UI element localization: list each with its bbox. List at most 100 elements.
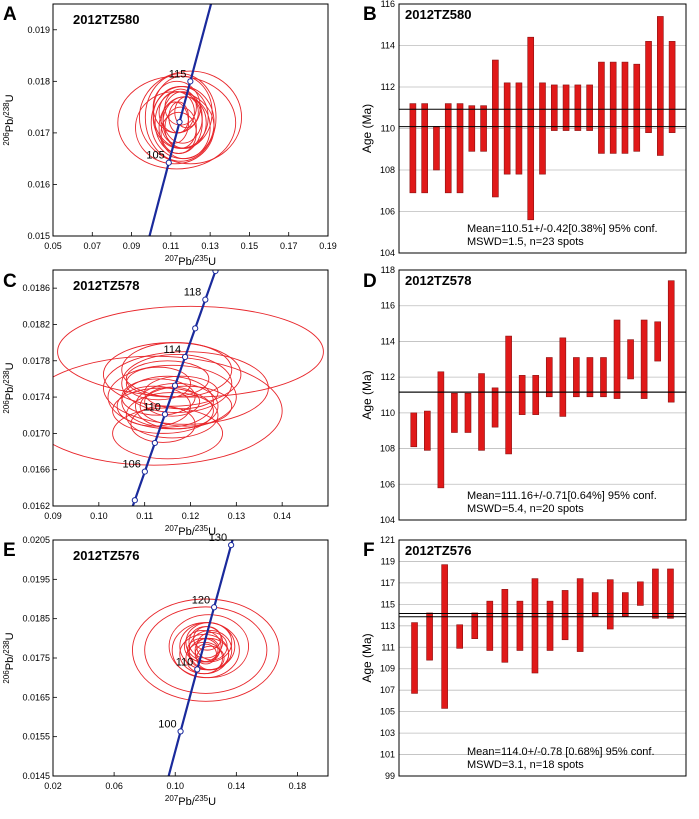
age-bar bbox=[492, 59, 499, 198]
age-marker bbox=[194, 666, 201, 673]
y-axis-label: 206Pb/238U bbox=[2, 94, 17, 145]
x-tick-label: 0.09 bbox=[123, 241, 141, 251]
y-tick-label: 0.0155 bbox=[22, 732, 50, 742]
x-tick-label: 0.14 bbox=[273, 511, 291, 521]
axis-label-part: 238 bbox=[2, 102, 11, 116]
y-axis-label: 206Pb/238U bbox=[2, 632, 17, 683]
sample-label-bg bbox=[402, 272, 498, 289]
y-axis-label: Age (Ma) bbox=[360, 104, 374, 153]
mean-annotation: Mean=114.0+/-0.78 [0.68%] 95% conf. bbox=[467, 746, 655, 758]
axis-label-part: Pb/ bbox=[178, 526, 195, 538]
age-label: 105 bbox=[146, 150, 164, 162]
x-tick-label: 0.10 bbox=[90, 511, 108, 521]
axis-label-part: Pb/ bbox=[178, 256, 195, 268]
y-tick-label: 0.017 bbox=[27, 128, 50, 138]
x-tick-label: 0.09 bbox=[44, 511, 62, 521]
age-bar bbox=[654, 321, 661, 362]
y-tick-label: 0.0174 bbox=[22, 392, 50, 402]
mean-annotation: Mean=110.51+/-0.42[0.38%] 95% conf. bbox=[467, 223, 658, 235]
axis-label-part: Pb/ bbox=[4, 383, 16, 400]
x-tick-label: 0.13 bbox=[228, 511, 246, 521]
age-marker bbox=[212, 270, 219, 275]
age-bar bbox=[464, 392, 472, 433]
error-ellipse bbox=[57, 305, 324, 398]
y-tick-label: 0.0178 bbox=[22, 356, 50, 366]
axis-label-part: U bbox=[4, 94, 16, 102]
error-ellipse bbox=[125, 360, 210, 398]
y-tick-label: 110 bbox=[381, 124, 395, 134]
error-ellipse bbox=[125, 392, 219, 439]
age-bar bbox=[574, 84, 582, 131]
y-tick-label: 118 bbox=[381, 265, 395, 275]
age-bar bbox=[667, 280, 675, 403]
age-bar bbox=[586, 84, 593, 131]
axis-label-part: 206 bbox=[2, 670, 11, 684]
age-marker bbox=[151, 439, 158, 447]
sample-label: 2012TZ578 bbox=[405, 273, 472, 288]
error-ellipse bbox=[135, 91, 215, 165]
age-label: 106 bbox=[122, 459, 140, 471]
age-marker bbox=[161, 411, 169, 418]
y-tick-label: 0.0170 bbox=[22, 428, 50, 438]
axis-label-part: 207 bbox=[165, 524, 179, 533]
error-ellipse bbox=[125, 366, 191, 401]
y-tick-label: 108 bbox=[380, 165, 395, 175]
age-label: 110 bbox=[143, 401, 161, 413]
age-bar bbox=[586, 357, 594, 398]
age-bar bbox=[573, 357, 580, 398]
y-tick-label: 104 bbox=[380, 248, 395, 258]
plot-frame bbox=[398, 269, 687, 521]
age-bar bbox=[456, 624, 463, 649]
age-label: 118 bbox=[184, 287, 202, 299]
age-bar bbox=[600, 357, 607, 398]
age-bar-panel-F: 99 101 103 105 107 109 111 113 115 117 119 121 2012T… bbox=[360, 535, 687, 781]
error-ellipse bbox=[164, 88, 197, 126]
y-tick-label: 101 bbox=[380, 750, 395, 760]
panel-letter: A bbox=[3, 4, 17, 25]
plot-frame bbox=[398, 3, 687, 254]
age-bar bbox=[532, 375, 540, 415]
error-ellipse bbox=[139, 385, 233, 427]
x-tick-label: 0.10 bbox=[166, 781, 184, 791]
x-tick-label: 0.19 bbox=[319, 241, 337, 251]
y-tick-label: 116 bbox=[381, 301, 395, 311]
error-ellipse bbox=[186, 637, 219, 663]
error-ellipses bbox=[53, 270, 324, 506]
age-label: 114 bbox=[164, 344, 182, 356]
age-bar bbox=[441, 564, 448, 709]
age-bar bbox=[451, 392, 458, 433]
x-tick-label: 0.11 bbox=[162, 241, 179, 251]
age-bar bbox=[409, 103, 417, 194]
age-bar bbox=[559, 337, 567, 417]
axis-label-part: U bbox=[208, 526, 216, 538]
error-ellipse bbox=[144, 386, 201, 417]
age-bar bbox=[501, 589, 509, 663]
axis-label-part: 235 bbox=[195, 794, 209, 803]
x-tick-label: 0.14 bbox=[228, 781, 246, 791]
age-bar bbox=[468, 105, 476, 152]
error-ellipse bbox=[53, 355, 283, 466]
y-tick-label: 111 bbox=[381, 642, 395, 652]
error-ellipse bbox=[121, 378, 196, 416]
axis-label-part: Pb/ bbox=[178, 796, 195, 808]
age-bar bbox=[640, 319, 648, 399]
x-tick-label: 0.05 bbox=[44, 241, 62, 251]
mean-annotation: Mean=111.16+/-0.71[0.64%] 95% conf. bbox=[467, 490, 657, 502]
x-tick-label: 0.17 bbox=[280, 241, 298, 251]
y-tick-label: 117 bbox=[381, 578, 395, 588]
age-bar bbox=[562, 84, 570, 131]
axis-label-part: 207 bbox=[165, 254, 179, 263]
axis-label-part: U bbox=[208, 796, 216, 808]
age-bar-panel-B: 104 106 108 110 112 114 116 2012TZ580 Mean=110.5… bbox=[360, 0, 687, 258]
axis-label-part: U bbox=[4, 362, 16, 370]
age-marker bbox=[141, 468, 148, 475]
age-bar bbox=[456, 103, 464, 194]
age-bar bbox=[527, 36, 535, 221]
age-bar bbox=[546, 600, 554, 651]
axis-label-part: 235 bbox=[195, 524, 209, 533]
age-bar bbox=[516, 600, 524, 651]
y-tick-label: 108 bbox=[380, 444, 395, 454]
panel-letter: F bbox=[363, 540, 375, 561]
axis-label-part: U bbox=[4, 632, 16, 640]
